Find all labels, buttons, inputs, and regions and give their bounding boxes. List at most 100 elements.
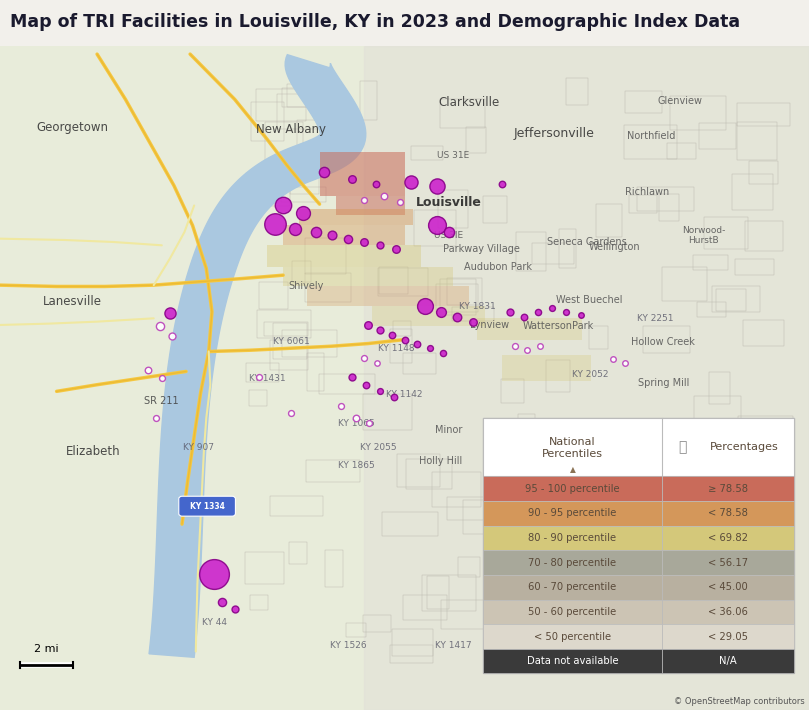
Text: West Buechel: West Buechel	[556, 295, 622, 305]
Bar	[246, 173, 290, 206]
Point	[362, 320, 375, 331]
Bar	[432, 472, 481, 507]
Bar	[718, 586, 748, 624]
Bar	[515, 231, 546, 271]
Bar	[379, 268, 428, 295]
Bar	[589, 552, 608, 583]
Bar	[447, 278, 481, 305]
FancyBboxPatch shape	[179, 496, 235, 516]
Text: KY 2251: KY 2251	[637, 314, 674, 323]
Bar	[625, 125, 676, 158]
Point	[534, 341, 547, 352]
Bar	[502, 378, 524, 403]
Point	[370, 178, 383, 190]
Point	[437, 347, 450, 359]
Point	[289, 223, 302, 234]
Bar	[568, 586, 587, 618]
Bar	[277, 94, 332, 129]
Text: KY 6061: KY 6061	[273, 337, 310, 346]
Bar	[565, 573, 592, 596]
Bar	[532, 244, 574, 264]
Point	[390, 243, 403, 254]
Bar	[483, 501, 662, 525]
Point	[309, 226, 322, 238]
Bar	[422, 574, 476, 611]
Bar	[427, 576, 449, 609]
Bar	[304, 273, 351, 302]
Point	[374, 386, 387, 397]
Bar	[273, 322, 307, 359]
Text: KY 1417: KY 1417	[434, 641, 472, 650]
Point	[163, 307, 176, 319]
Point	[518, 311, 531, 322]
Text: Seneca Gardens: Seneca Gardens	[547, 237, 626, 247]
Bar	[737, 103, 790, 126]
Point	[521, 344, 534, 356]
Point	[386, 329, 399, 341]
Bar	[546, 360, 570, 393]
Point	[418, 301, 431, 312]
Text: Richlawn: Richlawn	[625, 187, 669, 197]
Bar	[716, 288, 746, 311]
Text: Northfield: Northfield	[627, 131, 676, 141]
Bar	[265, 123, 303, 162]
Bar	[436, 284, 478, 312]
Bar	[687, 643, 736, 663]
Polygon shape	[307, 286, 469, 307]
Bar	[749, 510, 785, 531]
Bar	[483, 575, 662, 599]
Bar	[414, 210, 456, 246]
Bar	[438, 190, 468, 229]
Point	[335, 400, 348, 412]
Bar	[464, 501, 494, 534]
Point	[607, 354, 620, 365]
Bar	[694, 395, 741, 429]
Text: Elizabeth: Elizabeth	[66, 444, 121, 458]
Bar	[748, 424, 777, 460]
Bar	[596, 204, 622, 237]
Text: ▲: ▲	[570, 465, 575, 474]
Point	[467, 316, 480, 327]
Bar	[391, 645, 433, 662]
Bar	[447, 497, 497, 520]
Bar	[403, 353, 436, 373]
Bar	[711, 466, 742, 481]
Point	[374, 324, 387, 336]
Text: KY 1865: KY 1865	[337, 462, 375, 470]
Text: Parkway Village: Parkway Village	[443, 244, 520, 253]
Bar	[270, 339, 308, 370]
Point	[411, 338, 424, 349]
Bar	[483, 624, 662, 649]
Point	[358, 236, 371, 248]
Bar	[307, 354, 324, 390]
Text: Georgetown: Georgetown	[37, 121, 108, 133]
Bar	[439, 99, 485, 128]
Polygon shape	[320, 153, 404, 195]
Bar	[305, 238, 346, 274]
Bar	[704, 217, 748, 249]
Polygon shape	[149, 55, 366, 657]
Bar	[483, 599, 662, 624]
Bar	[662, 624, 794, 649]
Point	[345, 371, 358, 383]
Bar	[699, 123, 735, 149]
Bar	[259, 283, 288, 310]
Point	[398, 334, 411, 345]
Text: ≥ 78.58: ≥ 78.58	[708, 484, 748, 493]
Point	[374, 240, 387, 251]
Bar	[680, 536, 704, 555]
Text: US 31E: US 31E	[437, 151, 469, 160]
Text: National
Percentiles: National Percentiles	[542, 437, 603, 459]
Bar	[250, 596, 269, 610]
Text: Map of TRI Facilities in Louisville, KY in 2023 and Demographic Index Data: Map of TRI Facilities in Louisville, KY …	[10, 13, 740, 31]
Bar	[360, 82, 377, 121]
Bar	[661, 505, 695, 520]
Text: KY 1334: KY 1334	[189, 502, 225, 510]
Bar	[737, 122, 777, 160]
Point	[155, 372, 168, 383]
Text: KY 1334: KY 1334	[188, 503, 225, 512]
Text: Norwood-
HurstB: Norwood- HurstB	[682, 226, 726, 245]
Point	[358, 352, 371, 364]
Bar	[482, 197, 506, 224]
Bar	[662, 649, 794, 674]
